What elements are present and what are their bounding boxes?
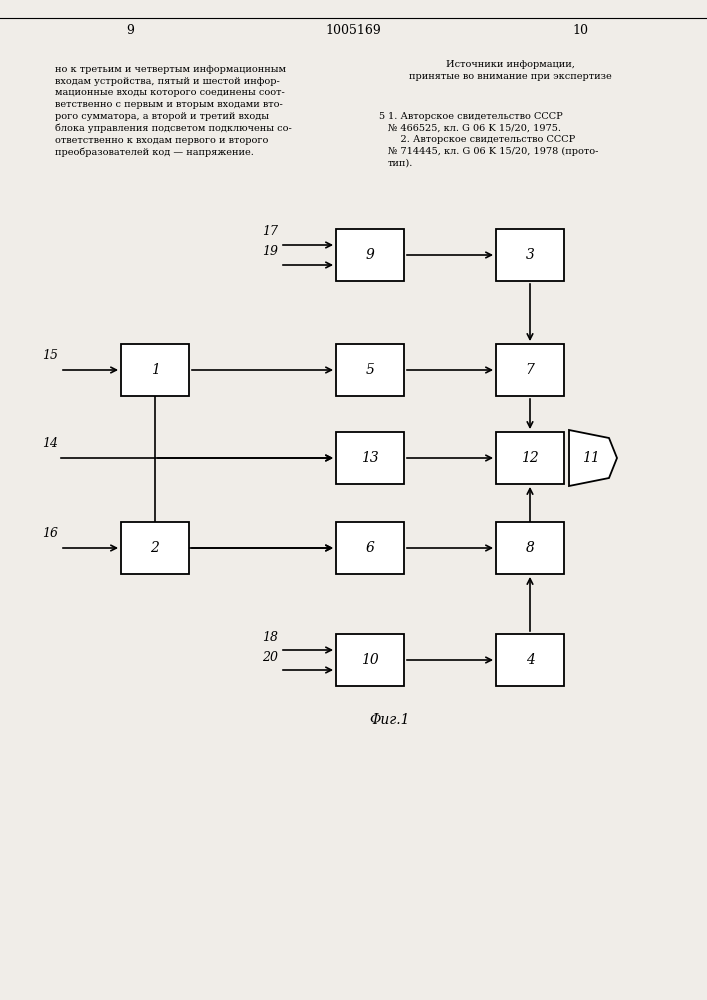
Text: 6: 6 bbox=[366, 541, 375, 555]
Text: 10: 10 bbox=[361, 653, 379, 667]
Text: 20: 20 bbox=[262, 651, 278, 664]
Text: 8: 8 bbox=[525, 541, 534, 555]
Bar bbox=[336, 634, 404, 686]
Bar bbox=[336, 229, 404, 281]
Text: 10: 10 bbox=[572, 23, 588, 36]
Text: 9: 9 bbox=[126, 23, 134, 36]
Text: 2: 2 bbox=[151, 541, 160, 555]
Text: 1: 1 bbox=[151, 363, 160, 377]
Bar bbox=[496, 634, 564, 686]
Text: 7: 7 bbox=[525, 363, 534, 377]
Text: 19: 19 bbox=[262, 245, 278, 258]
Text: 14: 14 bbox=[42, 437, 58, 450]
Polygon shape bbox=[569, 430, 617, 486]
Text: Источники информации,
принятые во внимание при экспертизе: Источники информации, принятые во вниман… bbox=[409, 60, 612, 81]
Bar bbox=[336, 522, 404, 574]
Bar bbox=[121, 344, 189, 396]
Text: 16: 16 bbox=[42, 527, 58, 540]
Text: 5: 5 bbox=[378, 112, 384, 121]
Text: но к третьим и четвертым информационным
входам устройства, пятый и шестой инфор-: но к третьим и четвертым информационным … bbox=[55, 65, 292, 157]
Text: 3: 3 bbox=[525, 248, 534, 262]
Text: 13: 13 bbox=[361, 451, 379, 465]
Bar bbox=[336, 432, 404, 484]
Bar bbox=[496, 432, 564, 484]
Text: 17: 17 bbox=[262, 225, 278, 238]
Text: 4: 4 bbox=[525, 653, 534, 667]
Text: Φиг.1: Φиг.1 bbox=[370, 713, 410, 727]
Text: 5: 5 bbox=[366, 363, 375, 377]
Text: 1. Авторское свидетельство СССР
№ 466525, кл. G 06 K 15/20, 1975.
    2. Авторск: 1. Авторское свидетельство СССР № 466525… bbox=[388, 112, 598, 168]
Text: 18: 18 bbox=[262, 631, 278, 644]
Text: 1005169: 1005169 bbox=[325, 23, 381, 36]
Bar bbox=[496, 522, 564, 574]
Text: 9: 9 bbox=[366, 248, 375, 262]
Bar bbox=[496, 229, 564, 281]
Text: 11: 11 bbox=[582, 451, 600, 465]
Bar bbox=[496, 344, 564, 396]
Bar bbox=[336, 344, 404, 396]
Text: 15: 15 bbox=[42, 349, 58, 362]
Text: 12: 12 bbox=[521, 451, 539, 465]
Bar bbox=[121, 522, 189, 574]
